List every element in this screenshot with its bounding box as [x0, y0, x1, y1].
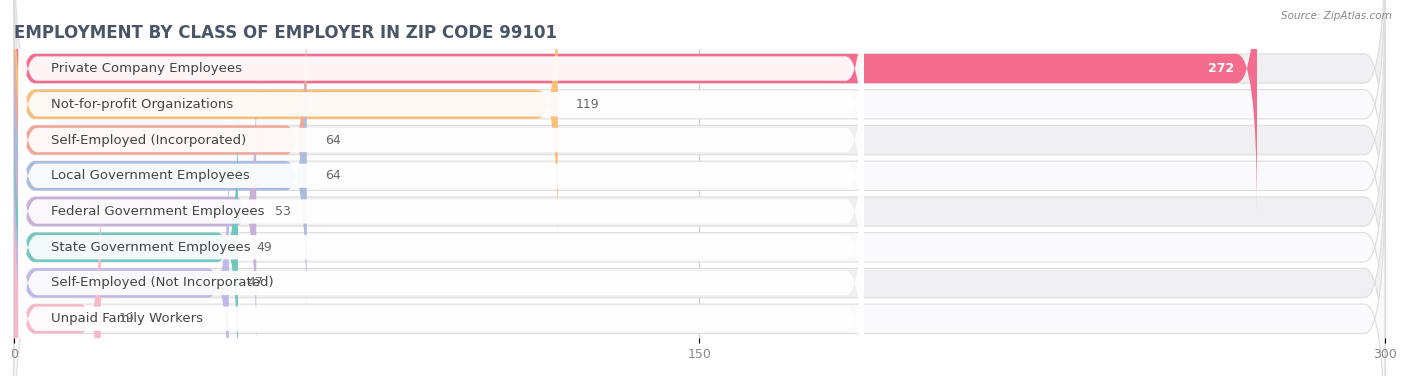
Text: 49: 49 — [256, 241, 271, 254]
FancyBboxPatch shape — [14, 101, 238, 376]
FancyBboxPatch shape — [18, 0, 863, 235]
FancyBboxPatch shape — [14, 137, 229, 376]
FancyBboxPatch shape — [18, 9, 863, 271]
FancyBboxPatch shape — [14, 65, 256, 358]
FancyBboxPatch shape — [14, 0, 1385, 286]
FancyBboxPatch shape — [18, 152, 863, 376]
FancyBboxPatch shape — [14, 173, 101, 376]
FancyBboxPatch shape — [14, 30, 307, 322]
Text: 47: 47 — [247, 276, 263, 290]
FancyBboxPatch shape — [14, 0, 1385, 215]
FancyBboxPatch shape — [18, 188, 863, 376]
Text: State Government Employees: State Government Employees — [51, 241, 250, 254]
Text: 119: 119 — [576, 98, 600, 111]
FancyBboxPatch shape — [14, 0, 1385, 250]
FancyBboxPatch shape — [18, 45, 863, 306]
Text: Not-for-profit Organizations: Not-for-profit Organizations — [51, 98, 233, 111]
Text: Self-Employed (Incorporated): Self-Employed (Incorporated) — [51, 133, 246, 147]
FancyBboxPatch shape — [18, 0, 863, 199]
Text: 272: 272 — [1208, 62, 1234, 75]
Text: EMPLOYMENT BY CLASS OF EMPLOYER IN ZIP CODE 99101: EMPLOYMENT BY CLASS OF EMPLOYER IN ZIP C… — [14, 24, 557, 42]
FancyBboxPatch shape — [14, 101, 1385, 376]
Text: Source: ZipAtlas.com: Source: ZipAtlas.com — [1281, 11, 1392, 21]
FancyBboxPatch shape — [14, 137, 1385, 376]
FancyBboxPatch shape — [14, 65, 1385, 358]
Text: 64: 64 — [325, 169, 340, 182]
Text: Federal Government Employees: Federal Government Employees — [51, 205, 264, 218]
FancyBboxPatch shape — [14, 30, 1385, 322]
Text: Unpaid Family Workers: Unpaid Family Workers — [51, 312, 202, 325]
FancyBboxPatch shape — [14, 0, 307, 286]
Text: 53: 53 — [274, 205, 291, 218]
Text: Private Company Employees: Private Company Employees — [51, 62, 242, 75]
FancyBboxPatch shape — [18, 81, 863, 342]
FancyBboxPatch shape — [14, 0, 1257, 215]
Text: Local Government Employees: Local Government Employees — [51, 169, 249, 182]
Text: 64: 64 — [325, 133, 340, 147]
FancyBboxPatch shape — [18, 117, 863, 376]
Text: 19: 19 — [120, 312, 135, 325]
FancyBboxPatch shape — [14, 0, 558, 250]
Text: Self-Employed (Not Incorporated): Self-Employed (Not Incorporated) — [51, 276, 273, 290]
FancyBboxPatch shape — [14, 173, 1385, 376]
